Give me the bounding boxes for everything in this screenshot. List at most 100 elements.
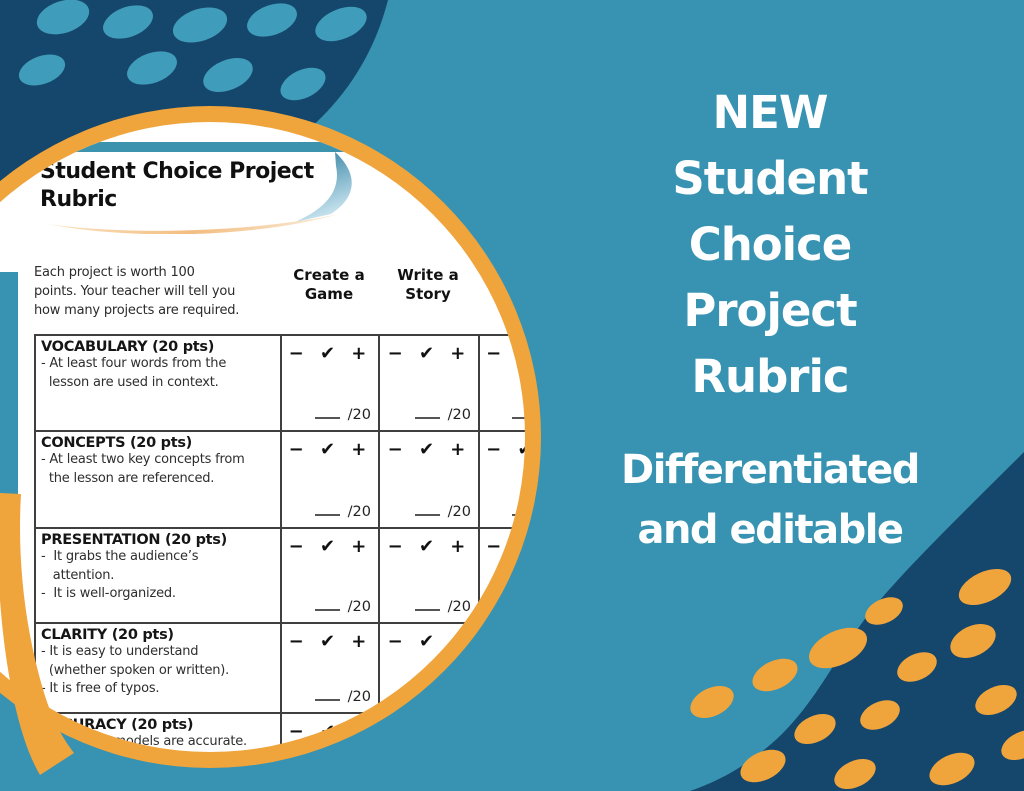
- dot-icon: [172, 7, 228, 43]
- dot-icon: [958, 568, 1012, 606]
- criteria-details: - It is easy to understand (whether spok…: [41, 644, 230, 696]
- blank-line-icon: [415, 407, 441, 419]
- score-cell: − ✔ + /20: [282, 432, 380, 529]
- score-cell: − ✔ + /20: [380, 529, 480, 624]
- document-top-bar: [0, 142, 525, 152]
- score-blank: /20: [415, 504, 471, 520]
- score-blank: /20: [315, 407, 371, 423]
- dot-icon: [247, 3, 297, 37]
- criteria-cell: PRESENTATION (20 pts) - It grabs the audi…: [36, 529, 282, 624]
- circle-frame: Student Choice Project Rubric Each proj: [0, 106, 541, 768]
- promo-subhead: Differentiated and editable: [590, 440, 950, 560]
- dot-icon: [280, 67, 326, 101]
- blank-line-icon: [315, 504, 341, 516]
- score-marks-icon: − ✔ +: [486, 631, 525, 652]
- criteria-details: - At least four words from the lesson ar…: [41, 356, 227, 390]
- dot-icon: [809, 627, 867, 669]
- score-marks-icon: − ✔ +: [387, 343, 471, 364]
- document-intro: Each project is worth 100 points. Your t…: [34, 265, 240, 318]
- score-blank: /20: [415, 599, 471, 615]
- dot-icon: [690, 686, 734, 718]
- criteria-title: PRESENTATION (20 pts): [41, 532, 227, 548]
- dot-icon: [203, 58, 253, 92]
- dot-icon: [975, 684, 1017, 716]
- score-blank: /20: [315, 504, 371, 520]
- score-cell: − ✔ + /20: [282, 529, 380, 624]
- dot-icon: [127, 51, 177, 85]
- score-cell: − ✔ + /20: [282, 624, 380, 714]
- score-blank: /20: [512, 689, 525, 705]
- score-denominator: /20: [343, 407, 371, 423]
- rubric-table: VOCABULARY (20 pts) - At least four words…: [34, 334, 525, 752]
- table-column-headers: Create a Game Write a Story Make a Poster: [0, 266, 525, 314]
- score-marks-icon: − ✔ +: [288, 439, 372, 460]
- dot-icon: [740, 749, 786, 783]
- promo-headline-line: Project: [683, 284, 857, 337]
- promo-subhead-line: Differentiated: [621, 447, 920, 493]
- criteria-title: CONCEPTS (20 pts): [41, 435, 192, 451]
- criteria-title: ACCURACY (20 pts): [41, 717, 194, 733]
- score-denominator: /20: [343, 599, 371, 615]
- score-blank: /20: [512, 407, 525, 423]
- score-blank: /20: [415, 689, 471, 705]
- score-cell: − ✔ + /20: [480, 529, 525, 624]
- blank-line-icon: [315, 689, 341, 701]
- score-denominator: /20: [343, 689, 371, 705]
- score-marks-icon: − ✔ +: [486, 343, 525, 364]
- dot-icon: [1001, 729, 1024, 761]
- score-cell: − ✔ + /20: [282, 336, 380, 432]
- score-cell: − ✔ + /20: [380, 714, 480, 752]
- blank-line-icon: [512, 689, 525, 701]
- promo-subhead-line: and editable: [637, 507, 904, 553]
- dot-icon: [18, 54, 66, 86]
- dot-icon: [315, 6, 367, 42]
- score-marks-icon: − ✔ +: [387, 631, 471, 652]
- background-strip-patch: [0, 272, 18, 494]
- dot-icon: [103, 5, 153, 39]
- score-marks-icon: − ✔ +: [288, 721, 372, 742]
- navy-blob-bottom-right: [690, 452, 1024, 791]
- teal-swoosh-icon: [295, 152, 352, 222]
- blank-line-icon: [315, 407, 341, 419]
- criteria-cell: VOCABULARY (20 pts) - At least four words…: [36, 336, 282, 432]
- promo-headline-line: NEW: [712, 86, 828, 139]
- score-cell: − ✔ + /20: [480, 432, 525, 529]
- orange-dot-pattern: [690, 568, 1024, 790]
- score-marks-icon: − ✔ +: [288, 536, 372, 557]
- criteria-details: - At least two key concepts from the les…: [41, 452, 245, 486]
- score-marks-icon: − ✔ +: [387, 439, 471, 460]
- document-page: Student Choice Project Rubric Each proj: [0, 122, 525, 752]
- dot-icon: [950, 624, 996, 658]
- dot-icon: [794, 713, 836, 745]
- dot-icon: [897, 652, 937, 682]
- score-blank: /20: [315, 689, 371, 705]
- score-blank: /20: [512, 504, 525, 520]
- teal-dot-pattern: [18, 0, 367, 101]
- promo-headline-line: Rubric: [691, 350, 849, 403]
- document-title: Student Choice Project Rubric: [40, 159, 314, 212]
- score-denominator: /20: [343, 504, 371, 520]
- dot-icon: [929, 752, 975, 786]
- score-blank: /20: [415, 407, 471, 423]
- blank-line-icon: [512, 599, 525, 611]
- blank-line-icon: [512, 504, 525, 516]
- blank-line-icon: [415, 599, 441, 611]
- score-marks-icon: − ✔ +: [486, 536, 525, 557]
- score-cell: − ✔ + /20: [380, 432, 480, 529]
- dot-icon: [865, 597, 903, 625]
- blank-line-icon: [512, 407, 525, 419]
- score-cell: − ✔ + /20: [480, 336, 525, 432]
- score-blank: /20: [315, 599, 371, 615]
- blank-line-icon: [415, 504, 441, 516]
- column-header: Write a Story: [397, 266, 459, 303]
- score-cell: − ✔ + /20: [480, 714, 525, 752]
- score-marks-icon: − ✔ +: [387, 721, 471, 742]
- score-cell: − ✔ + /20: [380, 624, 480, 714]
- criteria-details: - Facts and models are accurate.: [41, 734, 247, 749]
- score-denominator: /20: [443, 689, 471, 705]
- column-header: Make a Poster: [495, 266, 525, 303]
- criteria-title: CLARITY (20 pts): [41, 627, 174, 643]
- criteria-cell: CLARITY (20 pts) - It is easy to understa…: [36, 624, 282, 714]
- score-marks-icon: − ✔ +: [486, 721, 525, 742]
